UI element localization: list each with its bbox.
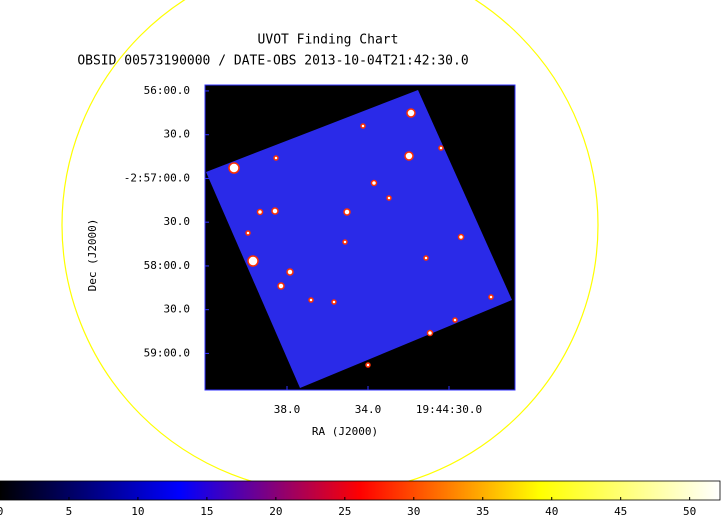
chart-subtitle: OBSID 00573190000 / DATE-OBS 2013-10-04T… [77, 54, 468, 69]
colorbar-tick-label: 50 [683, 505, 696, 518]
y-tick-label: 30.0 [164, 215, 191, 228]
x-tick-label: 34.0 [355, 403, 382, 416]
colorbar-tick-label: 35 [476, 505, 489, 518]
x-tick-label: 38.0 [274, 403, 301, 416]
stars [228, 108, 494, 368]
chart-title: UVOT Finding Chart [258, 33, 399, 48]
colorbar-tick-label: 5 [66, 505, 73, 518]
y-tick-label: 59:00.0 [144, 346, 190, 359]
y-tick-label: 30.0 [164, 303, 191, 316]
colorbar-tick-label: 45 [614, 505, 627, 518]
exposure-region [206, 90, 512, 388]
colorbar-tick-label: 40 [545, 505, 558, 518]
x-tick-label: 19:44:30.0 [416, 403, 482, 416]
colorbar-tick-label: 30 [407, 505, 420, 518]
y-tick-label: -2:57:00.0 [124, 171, 190, 184]
colorbar-tick-label: 10 [131, 505, 144, 518]
sky-image [204, 84, 516, 391]
colorbar [0, 480, 721, 501]
colorbar-tick-label: 15 [200, 505, 213, 518]
y-tick-label: 56:00.0 [144, 84, 190, 97]
y-axis-label: Dec (J2000) [86, 219, 99, 292]
colorbar-tick-label: 0 [0, 505, 3, 518]
y-tick-label: 58:00.0 [144, 259, 190, 272]
y-tick-label: 30.0 [164, 128, 191, 141]
colorbar-tick-label: 25 [338, 505, 351, 518]
x-axis-label: RA (J2000) [312, 425, 378, 438]
colorbar-tick-label: 20 [269, 505, 282, 518]
